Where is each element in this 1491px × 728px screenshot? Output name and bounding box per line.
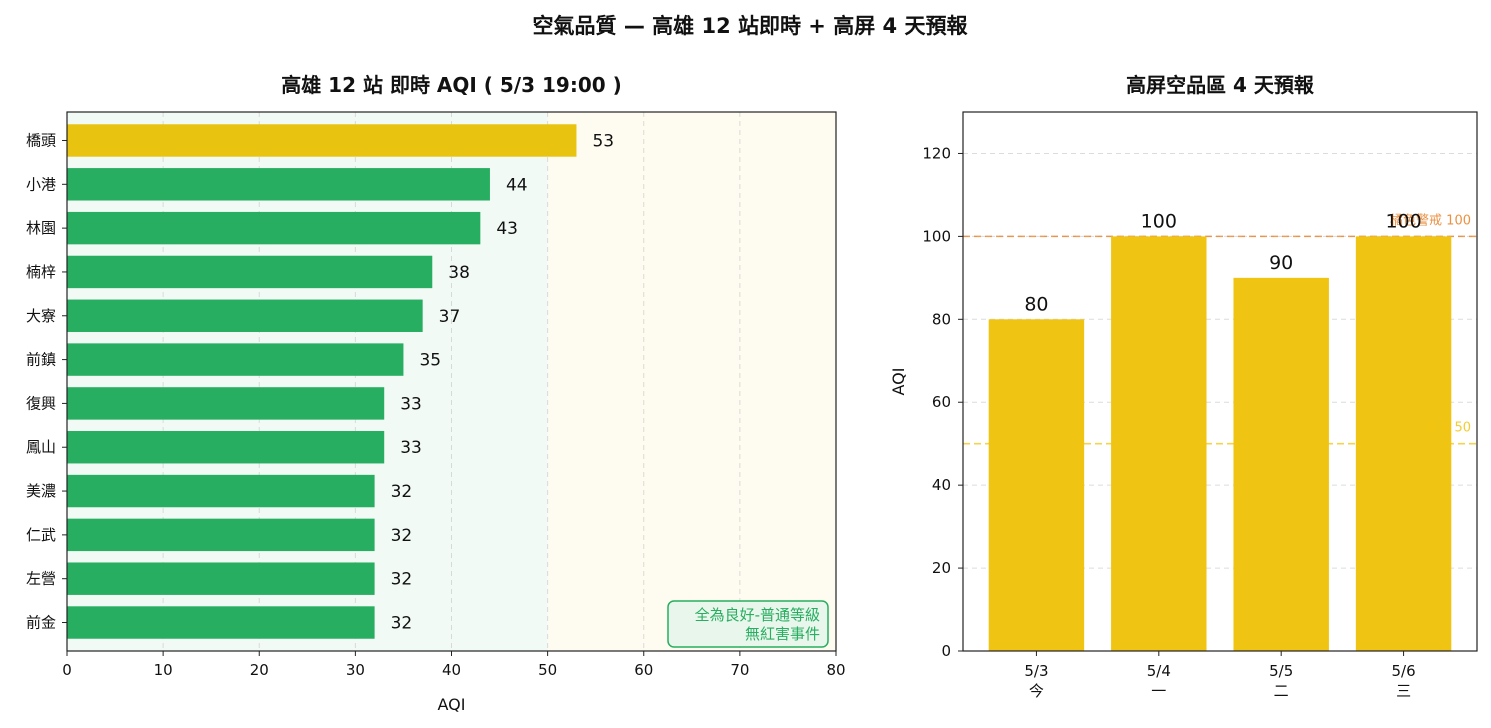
value-label: 32 xyxy=(391,570,413,590)
value-label: 44 xyxy=(506,175,528,195)
annotation-text: 無紅害事件 xyxy=(745,625,820,643)
bar-鳳山 xyxy=(67,431,385,464)
value-label: 80 xyxy=(1024,293,1048,315)
background-band-1 xyxy=(547,112,836,651)
annotation-text: 全為良好-普通等級 xyxy=(695,606,820,624)
bar-仁武 xyxy=(67,518,375,552)
x-tick-label: 10 xyxy=(154,661,173,679)
category-label: 楠梓 xyxy=(26,263,56,281)
category-label: 橋頭 xyxy=(26,131,56,149)
chart-title: 高雄 12 站 即時 AQI ( 5/3 19:00 ) xyxy=(281,73,622,97)
y-tick-label: 40 xyxy=(932,476,951,494)
bar-左營 xyxy=(67,562,375,595)
plot-frame xyxy=(66,111,837,652)
value-label: 32 xyxy=(391,482,413,502)
x-tick-label: 40 xyxy=(442,661,461,679)
category-label: 前金 xyxy=(26,614,56,632)
y-tick-label: 0 xyxy=(941,642,951,660)
bar-美濃 xyxy=(67,474,375,508)
x-tick-date: 5/3 xyxy=(1024,662,1048,680)
value-label: 100 xyxy=(1385,210,1421,232)
y-axis-label: AQI xyxy=(889,368,908,396)
x-tick-label: 60 xyxy=(634,661,653,679)
bar-前鎮 xyxy=(67,343,404,376)
value-label: 100 xyxy=(1141,210,1177,232)
annotation-box xyxy=(667,600,829,648)
x-tick-day: 二 xyxy=(1274,682,1289,700)
station-aqi-chart: 0 10 20 30 40 50 60 70 80 橋頭 53 小港 44 林園 43 楠梓 38 大寮 37 前鎮 3… xyxy=(26,73,846,714)
category-label: 仁武 xyxy=(26,526,56,544)
x-tick-day: 今 xyxy=(1029,682,1044,700)
figure-title: 空氣品質 — 高雄 12 站即時 + 高屏 4 天預報 xyxy=(533,14,969,38)
x-tick-label: 80 xyxy=(826,661,845,679)
value-label: 35 xyxy=(419,351,441,371)
chart-title: 高屏空品區 4 天預報 xyxy=(1126,73,1315,97)
y-tick-label: 120 xyxy=(922,144,951,162)
bar-5/5 xyxy=(1233,277,1329,651)
y-tick-label: 80 xyxy=(932,310,951,328)
x-tick-day: 一 xyxy=(1151,682,1166,700)
value-label: 32 xyxy=(391,526,413,546)
plot-frame xyxy=(962,111,1478,652)
bar-林園 xyxy=(67,211,481,245)
bar-5/6 xyxy=(1355,236,1452,651)
y-tick-label: 100 xyxy=(922,227,951,245)
value-label: 43 xyxy=(496,219,518,239)
x-tick-day: 三 xyxy=(1396,682,1411,700)
reference-label-50: 普通 50 xyxy=(1424,421,1471,436)
y-tick-label: 20 xyxy=(932,559,951,577)
value-label: 33 xyxy=(400,394,422,414)
category-label: 左營 xyxy=(26,570,56,588)
bar-橋頭 xyxy=(67,124,577,157)
x-tick-label: 30 xyxy=(346,661,365,679)
category-label: 林園 xyxy=(26,219,56,237)
background-band-0 xyxy=(67,112,548,651)
bar-前金 xyxy=(67,606,375,639)
category-label: 復興 xyxy=(26,394,56,412)
bar-大寮 xyxy=(67,299,423,332)
category-label: 大寮 xyxy=(26,307,56,325)
category-label: 前鎮 xyxy=(26,351,56,369)
value-label: 53 xyxy=(592,131,614,151)
bar-楠梓 xyxy=(67,255,433,289)
category-label: 小港 xyxy=(26,175,56,193)
x-tick-date: 5/6 xyxy=(1392,662,1416,680)
x-tick-label: 50 xyxy=(538,661,557,679)
bar-小港 xyxy=(67,168,490,201)
x-tick-label: 0 xyxy=(62,661,72,679)
forecast-aqi-chart: 0 20 40 60 80 100 120 5/3 今 5/4 一 5/5 二 5/6 三 橘色警戒 100 普… xyxy=(889,73,1478,700)
x-tick-label: 70 xyxy=(730,661,749,679)
category-label: 美濃 xyxy=(26,482,56,500)
x-tick-date: 5/5 xyxy=(1269,662,1293,680)
value-label: 32 xyxy=(391,614,413,634)
value-label: 37 xyxy=(439,307,461,327)
value-label: 33 xyxy=(400,438,422,458)
bar-5/3 xyxy=(988,319,1085,651)
bar-5/4 xyxy=(1111,236,1207,651)
x-tick-date: 5/4 xyxy=(1147,662,1171,680)
x-tick-label: 20 xyxy=(250,661,269,679)
value-label: 90 xyxy=(1269,252,1293,274)
reference-label-100: 橘色警戒 100 xyxy=(1390,212,1471,228)
bar-復興 xyxy=(67,387,385,420)
category-label: 鳳山 xyxy=(26,438,56,456)
x-axis-label: AQI xyxy=(438,695,466,714)
y-tick-label: 60 xyxy=(932,393,951,411)
value-label: 38 xyxy=(448,263,470,283)
